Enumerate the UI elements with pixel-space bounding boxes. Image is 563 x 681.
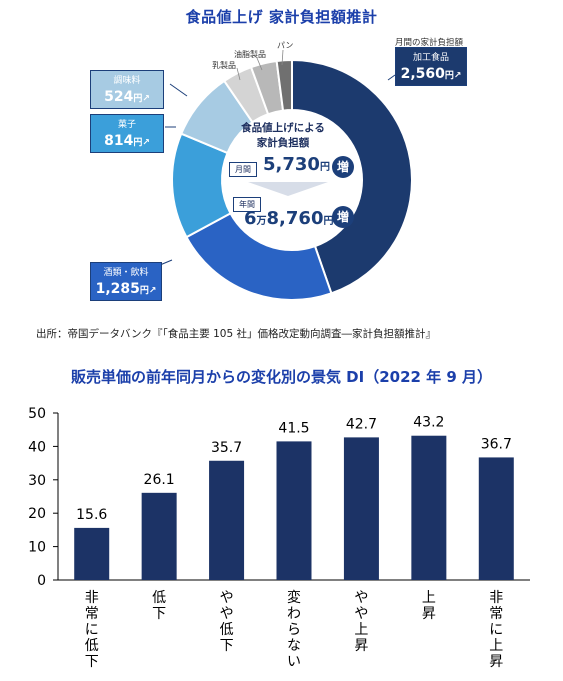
bar-1 [141, 492, 177, 580]
label-kako-number: 2,560 [400, 66, 445, 82]
bar-3 [276, 441, 312, 580]
x-category-label: 非常に低下 [85, 590, 99, 670]
label-pan: パン [277, 41, 294, 50]
bar-labels: 15.6 非常に低下 26.1 低下 35.7 やや低下 41.5 変わらない 42.7 やや上昇… [76, 415, 512, 670]
donut-slice-6 [275, 58, 293, 112]
leader-line-nyu [236, 67, 241, 81]
bar-4 [343, 437, 379, 580]
label-chomi-number: 524 [104, 89, 134, 105]
leader-line-kako [387, 74, 396, 81]
y-tick-label: 50 [28, 406, 46, 422]
bar-bars [74, 435, 514, 580]
donut-title: 食品値上げ 家計負担額推計 [185, 8, 378, 26]
label-kako: 加工食品 2,560円↗ [395, 47, 467, 86]
y-tick-label: 20 [28, 506, 46, 522]
label-chomi-name: 調味料 [113, 76, 141, 86]
label-yushi: 油脂製品 [234, 50, 266, 59]
center-title-line1: 食品値上げによる [241, 122, 325, 134]
x-category-label: 非常に上昇 [489, 590, 503, 670]
source-note: 出所：帝国データバンク『「食品主要 105 社」価格改定動向調査―家計負担額推計… [36, 328, 436, 340]
y-tick-label: 10 [28, 540, 46, 556]
bar-value-label: 42.7 [346, 416, 377, 432]
label-nyu: 乳製品 [212, 61, 236, 70]
label-shurui-value: 1,285円↗ [91, 279, 161, 300]
x-category-label: やや上昇 [354, 590, 368, 654]
annual-number-a: 6 [244, 208, 257, 229]
label-kashi-name: 菓子 [117, 120, 136, 130]
monthly-tag: 月間 [229, 162, 257, 177]
bar-6 [478, 457, 514, 580]
annual-unit-man: 万 [256, 216, 267, 227]
label-shurui: 酒類・飲料 1,285円↗ [90, 262, 162, 301]
y-tick-label: 0 [37, 573, 46, 589]
label-kako-value: 2,560円↗ [396, 64, 466, 85]
bar-value-label: 41.5 [278, 420, 309, 436]
bar-2 [209, 460, 245, 580]
label-kashi: 菓子 814円↗ [90, 114, 164, 153]
label-chomi: 調味料 524円↗ [90, 70, 164, 109]
x-category-label: 低下 [152, 590, 166, 622]
donut-chart [159, 49, 413, 301]
monthly-value: 5,730円 [263, 154, 330, 175]
bar-value-label: 35.7 [211, 440, 242, 456]
bar-0 [74, 527, 110, 580]
monthly-number: 5,730 [263, 154, 320, 175]
bar-value-label: 26.1 [144, 472, 175, 488]
leader-line-yushi [256, 57, 263, 71]
x-category-label: 上昇 [422, 590, 436, 622]
annual-number-b: 8,760 [266, 208, 324, 229]
bar-5 [411, 435, 447, 580]
bar-value-label: 43.2 [413, 415, 444, 431]
label-shurui-unit: 円↗ [139, 286, 157, 296]
annual-unit: 円 [323, 216, 334, 227]
month-header: 月間の家計負担額 [395, 38, 464, 48]
label-kashi-value: 814円↗ [91, 131, 163, 152]
bar-chart: 0 10 20 30 40 50 15.6 非常に低下 26.1 低下 35.7 やや低下 41.5 変… [28, 406, 530, 670]
increase-badge-monthly: 増 [332, 156, 354, 178]
x-category-label: 変わらない [287, 589, 301, 670]
center-title-line2: 家計負担額 [256, 137, 310, 149]
leader-line-pan [281, 49, 284, 66]
label-chomi-unit: 円↗ [133, 94, 150, 104]
monthly-unit: 円 [319, 162, 330, 173]
donut-slices [171, 58, 413, 301]
center-title: 食品値上げによる 家計負担額 [213, 120, 353, 150]
label-shurui-number: 1,285 [95, 281, 140, 297]
annual-tag: 年間 [233, 197, 261, 212]
leader-line-chomi [169, 83, 188, 97]
leader-line-shurui [159, 259, 173, 266]
label-kashi-number: 814 [104, 133, 134, 149]
increase-badge-annual: 増 [332, 206, 354, 228]
annual-value: 6万8,760円 [244, 208, 333, 229]
down-arrow-shape [248, 182, 328, 196]
label-kako-unit: 円↗ [444, 71, 462, 81]
label-chomi-value: 524円↗ [91, 87, 163, 108]
bar-value-label: 36.7 [481, 436, 512, 452]
label-kashi-unit: 円↗ [133, 138, 150, 148]
bar-chart-title: 販売単価の前年同月からの変化別の景気 DI（2022 年 9 月） [70, 368, 493, 386]
bar-value-label: 15.6 [76, 507, 107, 523]
y-tick-label: 30 [28, 473, 46, 489]
x-category-label: やや低下 [220, 590, 234, 654]
donut-slice-0 [291, 58, 413, 295]
label-kako-name: 加工食品 [412, 53, 449, 63]
y-tick-label: 40 [28, 439, 46, 455]
label-shurui-name: 酒類・飲料 [103, 268, 149, 278]
